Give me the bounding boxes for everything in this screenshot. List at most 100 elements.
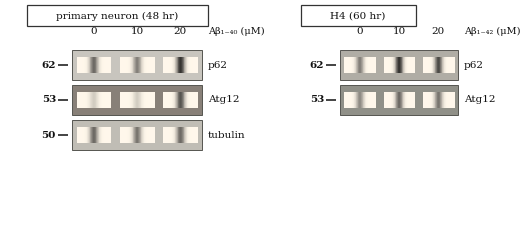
Bar <box>443 57 444 73</box>
Bar <box>371 92 372 108</box>
Bar <box>371 57 372 73</box>
Bar <box>433 57 434 73</box>
Bar <box>127 57 128 73</box>
Bar <box>138 127 139 143</box>
Bar <box>353 57 354 73</box>
Bar <box>402 57 403 73</box>
Bar <box>107 127 108 143</box>
Bar <box>358 57 359 73</box>
Bar <box>434 92 436 108</box>
Bar <box>437 92 438 108</box>
Bar <box>432 57 433 73</box>
Bar <box>189 57 190 73</box>
Bar <box>166 57 167 73</box>
Bar <box>142 127 143 143</box>
Bar <box>107 127 108 143</box>
Bar <box>406 92 407 108</box>
Bar <box>348 92 349 108</box>
Bar <box>401 57 402 73</box>
Bar <box>143 127 144 143</box>
Bar <box>362 92 363 108</box>
Bar <box>103 57 104 73</box>
Bar <box>143 92 144 108</box>
Bar <box>175 57 176 73</box>
Bar <box>185 127 186 143</box>
Bar <box>150 92 151 108</box>
Bar <box>87 57 88 73</box>
Bar <box>410 57 411 73</box>
Bar <box>364 57 365 73</box>
Bar <box>345 92 346 108</box>
Bar <box>99 92 100 108</box>
Bar <box>374 92 375 108</box>
Bar <box>131 127 132 143</box>
Bar <box>355 92 356 108</box>
Bar <box>145 92 146 108</box>
Bar <box>77 127 78 143</box>
Bar <box>121 57 122 73</box>
Bar <box>86 57 87 73</box>
Bar <box>85 92 86 108</box>
Bar <box>166 57 167 73</box>
Bar <box>101 127 102 143</box>
Bar <box>144 92 145 108</box>
Bar <box>398 92 399 108</box>
Bar <box>346 92 347 108</box>
Bar <box>193 92 194 108</box>
Bar <box>361 57 362 73</box>
Bar <box>373 57 375 73</box>
Bar <box>151 127 152 143</box>
Bar <box>143 127 144 143</box>
Bar <box>174 57 175 73</box>
Bar <box>77 57 78 73</box>
Bar <box>98 92 99 108</box>
Bar <box>97 57 98 73</box>
Text: primary neuron (48 hr): primary neuron (48 hr) <box>56 11 178 21</box>
Bar <box>400 57 401 73</box>
Bar <box>439 57 440 73</box>
Bar <box>131 57 132 73</box>
Text: 53: 53 <box>42 95 56 104</box>
Bar <box>373 92 375 108</box>
Bar <box>96 57 97 73</box>
Bar <box>441 57 442 73</box>
Bar <box>108 127 109 143</box>
Bar <box>401 92 402 108</box>
Bar <box>105 127 106 143</box>
Bar <box>350 92 351 108</box>
Bar <box>191 57 192 73</box>
Bar <box>411 92 412 108</box>
Bar <box>184 92 185 108</box>
Bar <box>398 57 399 73</box>
Bar <box>397 92 398 108</box>
Bar <box>126 92 127 108</box>
Bar <box>122 92 123 108</box>
Bar <box>360 92 361 108</box>
Bar <box>147 57 148 73</box>
Bar <box>439 92 440 108</box>
Bar <box>124 92 125 108</box>
Bar <box>434 92 435 108</box>
Bar <box>392 92 393 108</box>
Bar <box>443 57 444 73</box>
Bar <box>429 92 430 108</box>
Bar <box>137 57 138 73</box>
Bar <box>92 57 93 73</box>
Bar <box>130 92 131 108</box>
Bar <box>108 92 109 108</box>
Bar <box>87 92 88 108</box>
Bar <box>77 92 78 108</box>
Bar <box>148 92 149 108</box>
Bar <box>100 57 101 73</box>
Bar <box>172 92 173 108</box>
Bar <box>409 92 410 108</box>
Bar <box>143 57 144 73</box>
Bar <box>124 57 125 73</box>
Bar <box>176 92 177 108</box>
Bar <box>413 57 414 73</box>
Bar <box>83 57 84 73</box>
Bar <box>393 92 394 108</box>
Bar <box>385 92 386 108</box>
Bar <box>147 92 148 108</box>
Bar <box>412 92 413 108</box>
